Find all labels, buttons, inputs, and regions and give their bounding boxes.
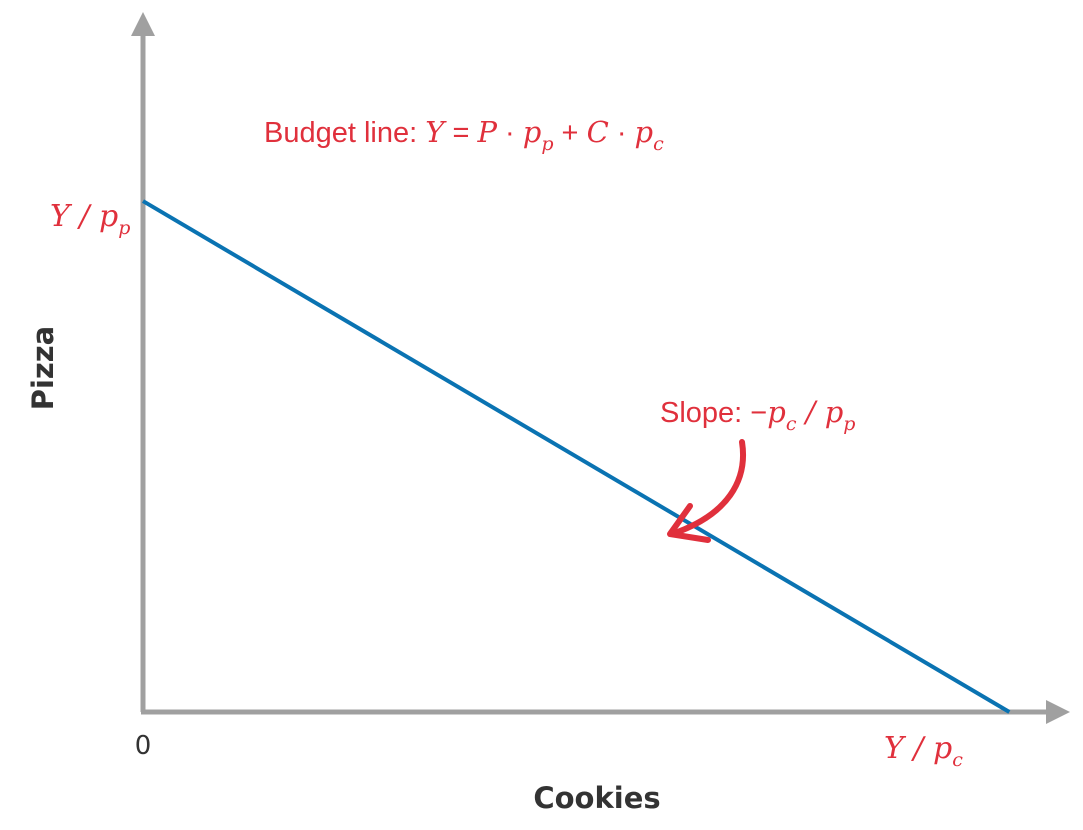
budget-plus: +: [554, 117, 587, 149]
budget-p1-sub: p: [541, 133, 553, 155]
x-intercept-p: p: [933, 731, 952, 766]
budget-p2-sub: c: [653, 133, 664, 155]
budget-prefix: Budget line:: [264, 117, 425, 149]
slope-minus: −: [750, 397, 767, 429]
x-axis-arrow-icon: [1046, 700, 1070, 724]
slope-annotation: Slope: −pc / pp: [660, 395, 855, 435]
y-intercept-label: Y / pp: [50, 199, 130, 239]
slope-pointer-arrowhead-icon: [667, 503, 711, 543]
budget-Y: Y: [425, 115, 447, 149]
slope-p1-sub: c: [786, 413, 797, 435]
slope-pointer-arrow-icon: [669, 439, 746, 537]
y-intercept-p: p: [99, 199, 118, 234]
budget-P: P: [476, 115, 497, 149]
slope-prefix: Slope:: [660, 397, 750, 429]
y-intercept-num: Y: [50, 199, 73, 234]
x-intercept-label: Y / pc: [884, 731, 963, 771]
y-axis-title: Pizza: [26, 326, 60, 411]
budget-eq: =: [444, 117, 477, 149]
budget-p1: p: [523, 115, 542, 149]
budget-line: [141, 199, 1011, 714]
y-axis-arrow-icon: [131, 12, 155, 36]
y-intercept-sub: p: [118, 217, 130, 239]
slope-p1: p: [767, 395, 786, 429]
budget-dot: ·: [497, 117, 523, 149]
slope-sep: /: [796, 395, 824, 429]
x-intercept-sep: /: [904, 731, 933, 766]
budget-p2: p: [635, 115, 654, 149]
budget-dot2: ·: [609, 117, 635, 149]
slope-p2-sub: p: [843, 413, 855, 435]
budget-C: C: [587, 115, 609, 149]
x-axis-title: Cookies: [533, 781, 660, 815]
x-intercept-sub: c: [952, 749, 963, 771]
x-intercept-num: Y: [884, 731, 907, 766]
y-intercept-sep: /: [70, 199, 99, 234]
budget-line-annotation: Budget line: Y = P · pp + C · pc: [264, 115, 664, 155]
slope-p2: p: [825, 395, 844, 429]
origin-label: 0: [135, 731, 152, 761]
